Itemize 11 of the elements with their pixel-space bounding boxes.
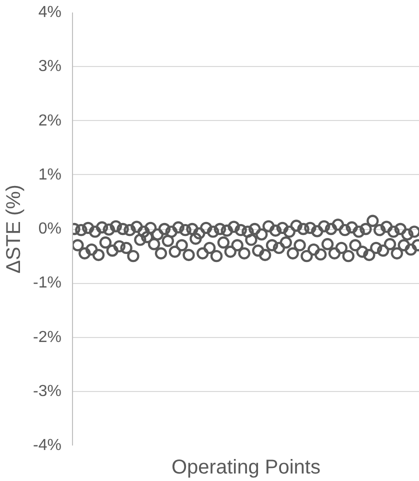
y-tick-label: -2% [33,328,62,346]
y-tick-label: 2% [38,112,62,130]
y-tick-label: -4% [33,437,62,454]
y-tick-label: 1% [38,166,62,184]
y-axis-title: ΔSTE (%) [3,184,26,274]
x-axis-title: Operating Points [172,456,320,478]
y-tick-label: 0% [38,220,62,238]
y-tick-label: -1% [33,274,62,292]
y-tick-label: 4% [38,4,62,21]
y-tick-label: -3% [33,382,62,400]
y-tick-label: 3% [38,58,62,76]
